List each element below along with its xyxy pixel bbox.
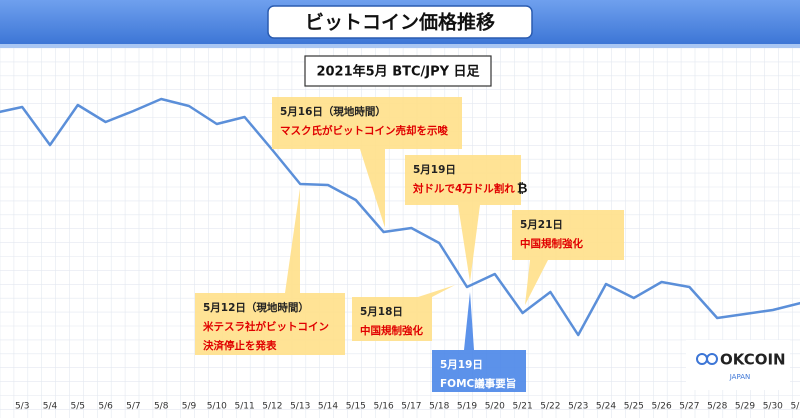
x-tick-label: 5/31 [790, 402, 800, 412]
callout-text: 5月18日 [360, 306, 403, 318]
bitcoin-icon: ₿ [517, 182, 528, 197]
header-stripe [0, 44, 800, 48]
x-tick-label: 5/9 [182, 402, 197, 412]
callout-pointer [418, 285, 455, 297]
callout-pointer [360, 149, 385, 228]
logo-name: OKCOIN [720, 351, 786, 369]
callout-pointer [458, 205, 480, 282]
x-tick-label: 5/13 [290, 402, 310, 412]
x-tick-label: 5/23 [568, 402, 588, 412]
callout-pointer [464, 292, 474, 350]
x-tick-label: 5/5 [71, 402, 85, 412]
x-tick-label: 5/10 [207, 402, 227, 412]
callout-text: 米テスラ社がビットコイン [202, 320, 329, 333]
logo-icon [706, 353, 718, 365]
logo-box [686, 340, 790, 390]
callout-box [512, 210, 624, 260]
x-tick-label: 5/22 [540, 402, 560, 412]
callout-box [352, 297, 432, 341]
callout-box [195, 293, 345, 355]
callout-text: 5月21日 [520, 219, 563, 231]
x-tick-label: 5/3 [15, 402, 29, 412]
callout-text: 中国規制強化 [360, 324, 423, 337]
callout-box [405, 155, 521, 205]
annotations: 5月16日（現地時間）マスク氏がビットコイン売却を示唆5月19日対ドルで4万ドル… [195, 97, 624, 392]
x-tick-label: 5/28 [707, 402, 727, 412]
callout-text: 決済停止を発表 [203, 339, 277, 352]
x-tick-label: 5/8 [154, 402, 169, 412]
x-tick-label: 5/15 [346, 402, 366, 412]
subtitle-box [304, 55, 492, 87]
callout-text: 5月19日 [440, 359, 483, 371]
callout-pointer [525, 260, 548, 305]
x-tick-label: 5/7 [126, 402, 140, 412]
plot: 5/3 5/4 5/5 5/6 5/7 5/8 5/9 5/10 5/11 5/12 5/13 5/1… [0, 97, 800, 412]
x-tick-label: 5/29 [735, 402, 755, 412]
x-tick-label: 5/26 [651, 402, 671, 412]
x-tick-label: 5/16 [373, 402, 393, 412]
x-tick-label: 5/4 [43, 402, 58, 412]
x-tick-label: 5/20 [485, 402, 505, 412]
x-tick-label: 5/27 [679, 402, 699, 412]
x-tick-label: 5/30 [763, 402, 783, 412]
callout-text: 対ドルで4万ドル割れ [412, 182, 515, 195]
callout-text: マスク氏がビットコイン売却を示唆 [280, 124, 448, 137]
callout-box [272, 97, 462, 149]
x-tick-label: 5/14 [318, 402, 338, 412]
callout-text: FOMC議事要旨 [440, 377, 516, 390]
x-tick-label: 5/6 [98, 402, 113, 412]
x-tick-label: 5/17 [401, 402, 421, 412]
callout-box [432, 350, 526, 392]
x-tick-label: 5/11 [234, 402, 254, 412]
callout-text: 5月16日（現地時間） [280, 105, 386, 118]
callout-text: 5月19日 [413, 164, 456, 176]
title-box [267, 5, 533, 39]
x-tick-label: 5/25 [624, 402, 644, 412]
chart-title: ビットコイン価格推移 [305, 11, 495, 34]
x-tick-label: 5/24 [596, 402, 616, 412]
logo-sub: JAPAN [729, 373, 751, 381]
callout-pointer [285, 188, 300, 293]
x-tick-label: 5/12 [262, 402, 282, 412]
callout-text: 5月12日（現地時間） [203, 301, 309, 314]
x-tick-label: 5/18 [429, 402, 449, 412]
callout-text: 中国規制強化 [520, 237, 583, 250]
x-tick-label: 5/21 [512, 402, 532, 412]
chart-subtitle: 2021年5月 BTC/JPY 日足 [316, 64, 480, 80]
x-tick-label: 5/19 [457, 402, 477, 412]
price-line [0, 97, 800, 337]
